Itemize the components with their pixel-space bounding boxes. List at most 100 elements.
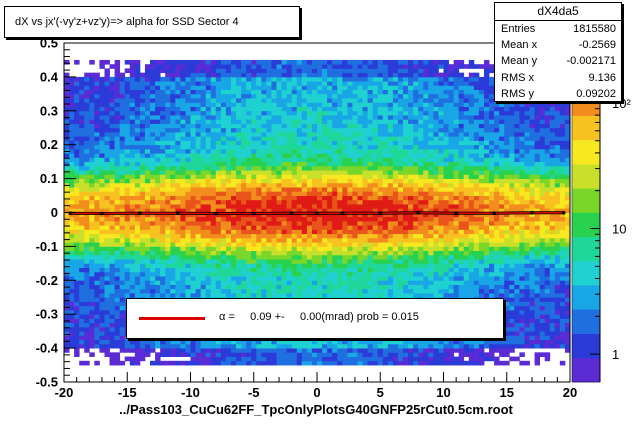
heatmap-cell <box>230 98 237 103</box>
heatmap-cell <box>74 293 80 298</box>
heatmap-cell <box>175 131 181 137</box>
heatmap-cell <box>286 242 293 247</box>
heatmap-cell <box>357 174 363 179</box>
heatmap-cell <box>372 89 379 95</box>
heatmap-cell <box>210 225 217 230</box>
heatmap-cell <box>317 187 323 192</box>
heatmap-cell <box>291 102 298 107</box>
heatmap-cell <box>64 85 70 91</box>
heatmap-cell <box>195 242 202 247</box>
heatmap-cell <box>144 93 151 99</box>
heatmap-cell <box>205 293 212 298</box>
heatmap-cell <box>84 220 90 226</box>
heatmap-cell <box>322 119 328 124</box>
heatmap-cell <box>180 348 186 353</box>
heatmap-cell <box>367 191 374 196</box>
heatmap-cell <box>210 360 217 366</box>
heatmap-cell <box>408 144 414 150</box>
heatmap-cell <box>104 352 110 357</box>
heatmap-cell <box>150 187 156 192</box>
heatmap-cell <box>246 216 252 222</box>
heatmap-cell <box>327 119 333 124</box>
heatmap-cell <box>74 81 80 86</box>
heatmap-cell <box>134 68 141 74</box>
heatmap-cell <box>266 254 272 260</box>
heatmap-cell <box>327 271 333 277</box>
heatmap-cell <box>362 288 368 294</box>
heatmap-cell <box>241 68 247 74</box>
heatmap-cell <box>160 148 166 154</box>
heatmap-cell <box>160 343 166 349</box>
heatmap-cell <box>165 153 171 158</box>
heatmap-cell <box>124 157 131 163</box>
heatmap-cell <box>236 131 242 137</box>
heatmap-cell <box>372 178 379 184</box>
heatmap-cell <box>317 250 323 256</box>
heatmap-cell <box>246 280 252 285</box>
heatmap-cell <box>150 225 156 230</box>
heatmap-cell <box>69 339 75 345</box>
heatmap-cell <box>403 144 409 150</box>
heatmap-cell <box>134 233 141 239</box>
heatmap-cell <box>357 276 363 281</box>
heatmap-cell <box>200 148 207 154</box>
heatmap-cell <box>109 288 115 294</box>
heatmap-cell <box>377 276 384 281</box>
heatmap-cell <box>397 288 404 294</box>
heatmap-cell <box>190 110 196 116</box>
heatmap-cell <box>337 250 343 256</box>
heatmap-cell <box>281 360 288 366</box>
heatmap-cell <box>251 115 257 120</box>
heatmap-cell <box>322 276 328 281</box>
heatmap-cell <box>114 280 121 285</box>
heatmap-cell <box>150 212 156 218</box>
heatmap-cell <box>342 102 348 107</box>
heatmap-cell <box>220 242 227 247</box>
heatmap-cell <box>397 72 404 78</box>
heatmap-cell <box>124 254 131 260</box>
heatmap-cell <box>367 220 374 226</box>
heatmap-cell <box>129 93 136 99</box>
heatmap-cell <box>281 263 288 268</box>
heatmap-cell <box>281 174 288 179</box>
heatmap-cell <box>281 220 288 226</box>
heatmap-cell <box>94 89 100 95</box>
heatmap-cell <box>139 127 146 133</box>
heatmap-cell <box>403 199 409 205</box>
heatmap-cell <box>241 195 247 201</box>
heatmap-cell <box>266 157 272 163</box>
heatmap-cell <box>311 288 318 294</box>
heatmap-cell <box>372 216 379 222</box>
heatmap-cell <box>317 267 323 273</box>
heatmap-cell <box>276 254 282 260</box>
heatmap-cell <box>241 148 247 154</box>
heatmap-cell <box>160 280 166 285</box>
heatmap-cell <box>236 339 242 345</box>
heatmap-cell <box>241 284 247 290</box>
heatmap-cell <box>155 293 161 298</box>
heatmap-cell <box>317 59 323 65</box>
heatmap-cell <box>114 85 121 91</box>
heatmap-cell <box>124 280 131 285</box>
heatmap-cell <box>276 212 282 218</box>
heatmap-cell <box>104 233 110 239</box>
heatmap-cell <box>175 85 181 91</box>
heatmap-cell <box>225 339 232 345</box>
heatmap-cell <box>261 276 267 281</box>
heatmap-cell <box>220 174 227 179</box>
heatmap-cell <box>109 326 115 332</box>
heatmap-cell <box>74 352 80 357</box>
heatmap-cell <box>220 64 227 69</box>
heatmap-cell <box>367 161 374 167</box>
heatmap-cell <box>387 225 394 230</box>
heatmap-cell <box>291 161 298 167</box>
heatmap-cell <box>352 131 358 137</box>
heatmap-cell <box>301 229 308 235</box>
heatmap-cell <box>165 195 171 201</box>
heatmap-cell <box>256 259 262 264</box>
heatmap-cell <box>175 225 181 230</box>
heatmap-cell <box>266 276 272 281</box>
heatmap-cell <box>311 153 318 158</box>
heatmap-cell <box>104 199 110 205</box>
heatmap-cell <box>403 271 409 277</box>
